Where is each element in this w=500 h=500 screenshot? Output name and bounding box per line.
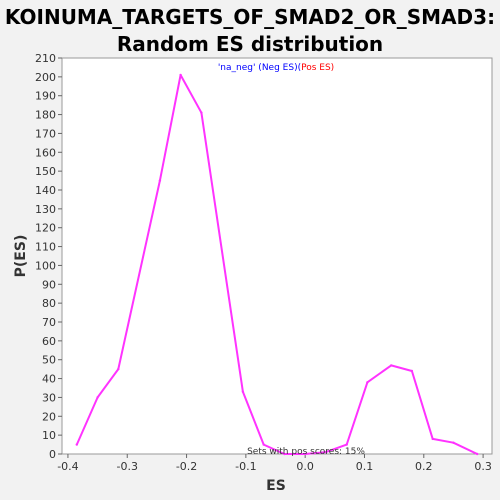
x-tick-label: -0.3 (117, 460, 138, 473)
data-point (366, 381, 368, 383)
x-axis-label: ES (266, 478, 286, 494)
annotation-pos-scores: Sets with pos scores: 15% (247, 447, 365, 457)
y-tick-label: 80 (42, 297, 56, 310)
y-tick-label: 150 (35, 165, 56, 178)
x-tick-label: 0.0 (296, 460, 314, 473)
y-tick-label: 110 (35, 241, 56, 254)
legend-part-2: )( (294, 63, 301, 73)
y-tick-label: 170 (35, 127, 56, 140)
y-tick-label: 180 (35, 109, 56, 122)
legend-part-0: 'na_neg' ( (218, 63, 262, 73)
y-tick-label: 100 (35, 259, 56, 272)
y-axis: 0 10 20 30 40 50 60 70 80 90 100 110 120 130 140 150 160… (35, 52, 62, 461)
data-point (159, 179, 161, 181)
y-tick-label: 210 (35, 52, 56, 65)
legend-part-4: ) (331, 63, 335, 73)
y-tick-label: 130 (35, 203, 56, 216)
data-point (242, 391, 244, 393)
data-point (432, 438, 434, 440)
x-tick-label: -0.1 (235, 460, 256, 473)
data-point (476, 453, 478, 455)
data-point (452, 442, 454, 444)
legend: 'na_neg' (Neg ES)(Pos ES) (218, 63, 334, 73)
y-tick-label: 40 (42, 373, 56, 386)
data-point (411, 370, 413, 372)
x-tick-label: -0.2 (176, 460, 197, 473)
y-tick-label: 20 (42, 410, 56, 423)
data-point (390, 364, 392, 366)
x-tick-label: -0.4 (57, 460, 78, 473)
x-tick-label: 0.1 (356, 460, 374, 473)
y-tick-label: 30 (42, 391, 56, 404)
y-tick-label: 140 (35, 184, 56, 197)
legend-part-3: Pos ES (301, 63, 331, 73)
y-axis-label: P(ES) (13, 235, 29, 278)
y-tick-label: 90 (42, 278, 56, 291)
y-tick-label: 190 (35, 90, 56, 103)
x-tick-label: 0.3 (474, 460, 492, 473)
y-tick-label: 60 (42, 335, 56, 348)
plot-area (62, 58, 492, 454)
y-tick-label: 10 (42, 429, 56, 442)
legend-part-1: Neg ES (262, 63, 295, 73)
data-point (263, 443, 265, 445)
y-tick-label: 160 (35, 146, 56, 159)
y-tick-label: 200 (35, 71, 56, 84)
data-point (346, 443, 348, 445)
data-point (96, 396, 98, 398)
data-point (200, 112, 202, 114)
y-tick-label: 120 (35, 222, 56, 235)
y-tick-label: 70 (42, 316, 56, 329)
data-point (117, 368, 119, 370)
y-tick-label: 0 (49, 448, 56, 461)
x-tick-label: 0.2 (415, 460, 433, 473)
data-point (179, 74, 181, 76)
data-point (76, 443, 78, 445)
y-tick-label: 50 (42, 354, 56, 367)
